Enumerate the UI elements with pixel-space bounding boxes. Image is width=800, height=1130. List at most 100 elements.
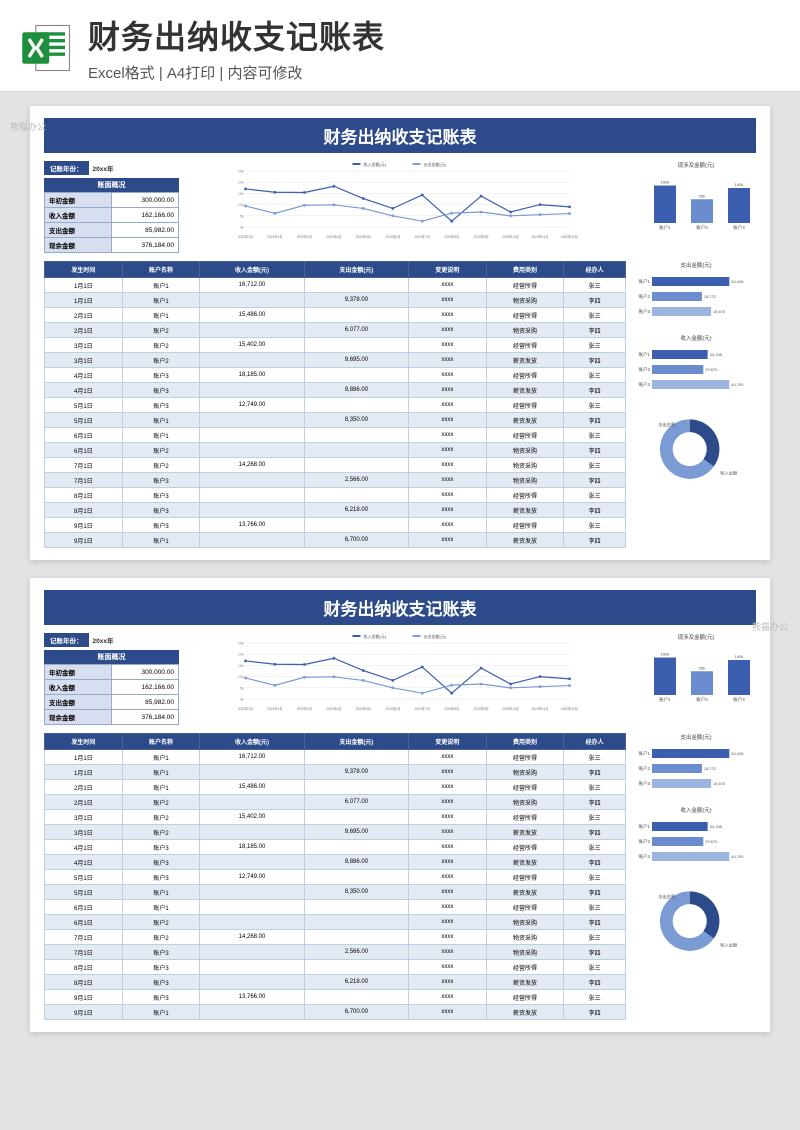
table-cell (304, 338, 408, 353)
table-cell: 账户1 (122, 428, 200, 443)
svg-text:账户1: 账户1 (638, 823, 650, 830)
svg-text:2022年8月: 2022年8月 (444, 234, 459, 239)
table-cell: xxxx (409, 428, 487, 443)
table-cell: 薪资发放 (486, 825, 564, 840)
svg-text:账户2: 账户2 (638, 293, 650, 300)
column-header: 发生时间 (45, 734, 123, 750)
table-cell: xxxx (409, 990, 487, 1005)
table-cell: 6,077.00 (304, 795, 408, 810)
table-cell: 物资采购 (486, 765, 564, 780)
table-cell: 2,566.00 (304, 945, 408, 960)
svg-text:2022年5月: 2022年5月 (356, 706, 371, 711)
table-cell: 经营所得 (486, 990, 564, 1005)
table-cell: 4月1日 (45, 840, 123, 855)
table-cell: xxxx (409, 278, 487, 293)
table-cell: 1月1日 (45, 765, 123, 780)
table-row: 3月1日账户215,402.00xxxx经营所得张三 (45, 338, 626, 353)
table-cell: xxxx (409, 518, 487, 533)
table-cell (200, 885, 304, 900)
summary-value: 300,000.00 (112, 665, 179, 680)
svg-text:2022年7月: 2022年7月 (415, 234, 430, 239)
table-cell (304, 428, 408, 443)
table-cell: 9月1日 (45, 990, 123, 1005)
summary-label: 支出金额 (45, 695, 112, 710)
table-cell: 账户2 (122, 825, 200, 840)
table-cell: 账户1 (122, 413, 200, 428)
table-cell: 账户3 (122, 368, 200, 383)
sheet-title: 财务出纳收支记账表 (44, 118, 756, 153)
table-cell: 9,695.00 (304, 825, 408, 840)
svg-text:10k: 10k (238, 675, 244, 679)
table-cell: xxxx (409, 488, 487, 503)
table-cell: 7月1日 (45, 945, 123, 960)
table-cell: 薪资发放 (486, 503, 564, 518)
table-cell (200, 533, 304, 548)
svg-text:18,670: 18,670 (713, 781, 726, 786)
table-cell: 9月1日 (45, 533, 123, 548)
table-cell: 账户3 (122, 383, 200, 398)
table-cell: 账户2 (122, 323, 200, 338)
header-subtitle: Excel格式 | A4打印 | 内容可修改 (88, 62, 780, 83)
table-cell: 8,350.00 (304, 885, 408, 900)
table-cell: 经营所得 (486, 398, 564, 413)
table-cell: 5月1日 (45, 870, 123, 885)
svg-text:账户3: 账户3 (638, 381, 650, 388)
table-cell: 账户1 (122, 533, 200, 548)
page-header: 财务出纳收支记账表 Excel格式 | A4打印 | 内容可修改 (0, 0, 800, 92)
donut-chart: 支出金额收入金额 (636, 879, 756, 969)
summary-table: 年初金额300,000.00收入金额162,166.00支出金额85,982.0… (44, 664, 179, 725)
side-charts: 支出金额(元)账户124,428账户215,772账户318,670收入金额(元… (636, 733, 756, 1020)
svg-text:2022年12月: 2022年12月 (561, 234, 578, 239)
svg-text:2022年11月: 2022年11月 (532, 234, 549, 239)
table-cell: 8月1日 (45, 503, 123, 518)
svg-text:15,772: 15,772 (704, 294, 717, 299)
table-cell: 账户1 (122, 278, 200, 293)
table-cell: 16,712.00 (200, 750, 304, 765)
table-cell: 9,695.00 (304, 353, 408, 368)
column-header: 费用类别 (486, 262, 564, 278)
table-cell: xxxx (409, 855, 487, 870)
svg-text:账户1: 账户1 (638, 351, 650, 358)
summary-table: 年初金额300,000.00收入金额162,166.00支出金额85,982.0… (44, 192, 179, 253)
svg-text:账户1: 账户1 (659, 696, 671, 703)
svg-text:95k: 95k (699, 665, 705, 670)
table-cell: 张三 (564, 308, 626, 323)
table-cell: 账户1 (122, 293, 200, 308)
table-cell: 物资采购 (486, 473, 564, 488)
year-value: 20xx年 (89, 164, 118, 175)
table-cell: 薪资发放 (486, 885, 564, 900)
table-row: 7月1日账户32,566.00xxxx物资采购李四 (45, 473, 626, 488)
table-cell (304, 780, 408, 795)
table-row: 6月1日账户1xxxx经营所得张三 (45, 900, 626, 915)
table-cell: 6,218.00 (304, 975, 408, 990)
table-cell: 李四 (564, 533, 626, 548)
bar-chart-top: 现涉及金额(元)150k账户195k账户2140k账户3 (636, 161, 756, 253)
svg-text:账户2: 账户2 (638, 366, 650, 373)
table-cell: 李四 (564, 353, 626, 368)
table-cell: 薪资发放 (486, 353, 564, 368)
column-header: 收入金额(元) (200, 262, 304, 278)
svg-text:150k: 150k (661, 652, 670, 657)
table-cell: xxxx (409, 960, 487, 975)
table-row: 3月1日账户215,402.00xxxx经营所得张三 (45, 810, 626, 825)
svg-text:95k: 95k (699, 193, 705, 198)
table-row: 7月1日账户214,268.00xxxx物资采购张三 (45, 930, 626, 945)
table-row: 4月1日账户39,886.00xxxx薪资发放李四 (45, 855, 626, 870)
table-cell: 张三 (564, 458, 626, 473)
table-cell: 2月1日 (45, 795, 123, 810)
table-row: 5月1日账户18,350.00xxxx薪资发放李四 (45, 885, 626, 900)
table-cell: 账户3 (122, 398, 200, 413)
table-cell: 账户1 (122, 1005, 200, 1020)
table-cell: 3月1日 (45, 338, 123, 353)
svg-text:账户1: 账户1 (638, 750, 650, 757)
summary-value: 376,184.00 (112, 710, 179, 725)
hbar-expense: 支出金额(元)账户124,428账户215,772账户318,670 (636, 261, 756, 326)
table-cell: 9,378.00 (304, 765, 408, 780)
table-cell: 张三 (564, 960, 626, 975)
table-cell: 账户1 (122, 750, 200, 765)
summary-label: 年初金额 (45, 665, 112, 680)
table-cell: xxxx (409, 765, 487, 780)
table-cell: 2月1日 (45, 308, 123, 323)
table-cell (304, 915, 408, 930)
excel-icon (20, 21, 74, 75)
